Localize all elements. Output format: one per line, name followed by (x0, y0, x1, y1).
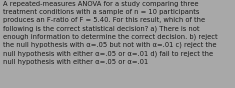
Text: A repeated-measures ANOVA for a study comparing three
treatment conditions with : A repeated-measures ANOVA for a study co… (3, 1, 217, 65)
